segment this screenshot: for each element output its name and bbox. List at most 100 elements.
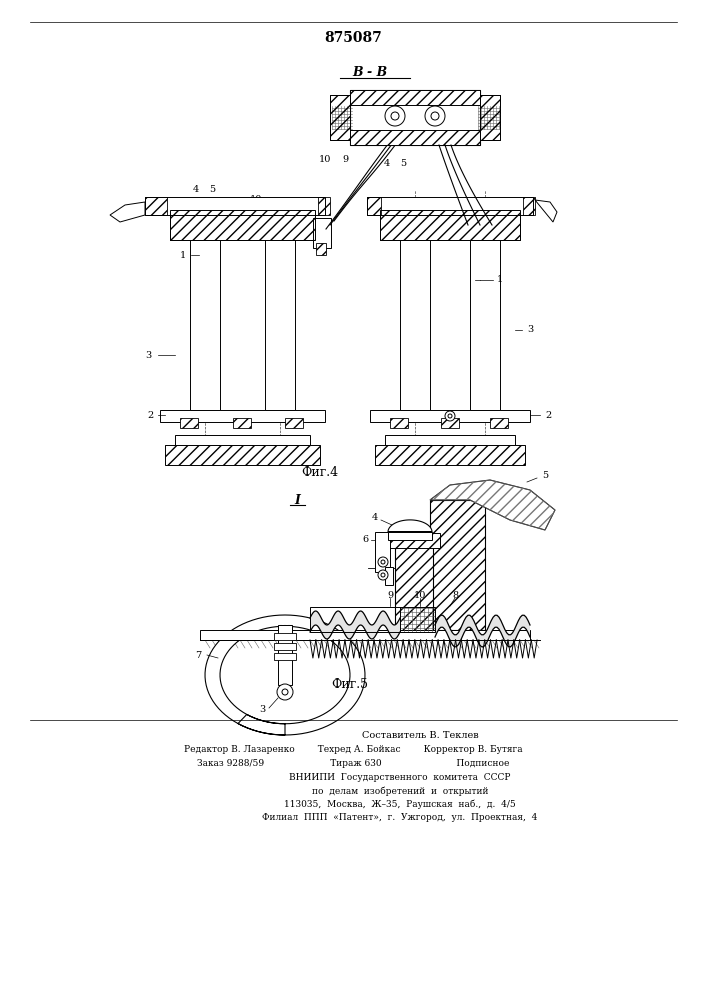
Text: по  делам  изобретений  и  открытий: по делам изобретений и открытий [312, 786, 489, 796]
Text: Заказ 9288/59                       Тираж 630                          Подписное: Заказ 9288/59 Тираж 630 Подписное [197, 760, 509, 768]
Text: 9: 9 [275, 232, 281, 240]
Polygon shape [110, 202, 145, 222]
Text: 1: 1 [180, 250, 186, 259]
Circle shape [378, 570, 388, 580]
Text: 8: 8 [277, 212, 283, 221]
Bar [400, 607, 435, 632]
Polygon shape [205, 615, 365, 735]
Bar [310, 607, 400, 632]
Text: 875087: 875087 [324, 31, 382, 45]
Text: 10: 10 [250, 196, 262, 205]
Bar [470, 240, 500, 410]
Circle shape [431, 112, 439, 120]
Text: 9: 9 [387, 590, 393, 599]
Text: 5: 5 [542, 471, 548, 480]
Bar [330, 95, 350, 140]
Bar [145, 197, 167, 215]
Bar [523, 197, 535, 215]
Bar [316, 243, 326, 255]
Text: Фиг.4: Фиг.4 [301, 466, 339, 480]
Text: 7: 7 [281, 221, 287, 230]
Bar [400, 240, 430, 410]
Text: 10: 10 [319, 155, 331, 164]
Bar [375, 532, 390, 572]
Circle shape [282, 689, 288, 695]
Bar [375, 445, 525, 465]
Bar [480, 95, 500, 140]
Text: Составитель В. Теклев: Составитель В. Теклев [362, 730, 479, 740]
Polygon shape [535, 200, 557, 222]
Bar [367, 197, 533, 215]
Circle shape [381, 560, 385, 564]
Text: 7: 7 [195, 650, 201, 660]
Bar [380, 210, 520, 240]
Circle shape [378, 557, 388, 567]
Bar [380, 210, 520, 240]
Bar [490, 418, 508, 428]
Bar [385, 567, 393, 585]
Bar [170, 210, 315, 240]
Bar [233, 418, 251, 428]
Bar [388, 533, 440, 548]
Polygon shape [388, 520, 432, 532]
Bar [165, 445, 320, 465]
Text: 3: 3 [527, 326, 533, 334]
Text: ВНИИПИ  Государственного  комитета  СССР: ВНИИПИ Государственного комитета СССР [289, 774, 510, 782]
Bar [480, 95, 500, 140]
Bar [160, 410, 325, 422]
Text: 8: 8 [452, 590, 458, 599]
Bar [385, 435, 515, 445]
Bar [145, 197, 325, 215]
Bar [278, 625, 292, 685]
Text: 10: 10 [414, 590, 426, 599]
Circle shape [277, 684, 293, 700]
Bar [390, 418, 408, 428]
Bar [200, 630, 530, 640]
Text: 113035,  Москва,  Ж–35,  Раушская  наб.,  д.  4/5: 113035, Москва, Ж–35, Раушская наб., д. … [284, 799, 516, 809]
Bar [430, 500, 485, 630]
Bar [265, 630, 515, 638]
Text: Редактор В. Лазаренко        Техред А. Бойкас        Корректор В. Бутяга: Редактор В. Лазаренко Техред А. Бойкас К… [184, 746, 522, 754]
Bar [318, 197, 330, 215]
Bar [388, 532, 432, 540]
Polygon shape [430, 480, 555, 530]
Text: 2: 2 [147, 410, 153, 420]
Bar [330, 95, 350, 140]
Text: 3: 3 [145, 351, 151, 360]
Text: 1: 1 [497, 275, 503, 284]
Text: В - В: В - В [352, 66, 387, 79]
Circle shape [445, 411, 455, 421]
Text: 3: 3 [259, 706, 265, 714]
Bar [175, 435, 310, 445]
Bar [274, 653, 296, 660]
Text: Филиал  ППП  «Патент»,  г.  Ужгород,  ул.  Проектная,  4: Филиал ППП «Патент», г. Ужгород, ул. Про… [262, 812, 538, 822]
Text: I: I [294, 493, 300, 506]
Text: 4: 4 [372, 514, 378, 522]
Bar [367, 197, 381, 215]
Text: 9: 9 [342, 155, 348, 164]
Bar [350, 90, 480, 105]
Bar [190, 240, 220, 410]
Bar [274, 633, 296, 640]
Text: 6: 6 [269, 202, 275, 212]
Circle shape [425, 106, 445, 126]
Circle shape [391, 112, 399, 120]
Text: 2: 2 [545, 410, 551, 420]
Bar [170, 210, 315, 240]
Bar [395, 545, 433, 635]
Bar [285, 418, 303, 428]
Bar [180, 418, 198, 428]
Text: 4: 4 [193, 186, 199, 194]
Bar [313, 218, 331, 248]
Text: 5: 5 [209, 186, 215, 194]
Circle shape [448, 414, 452, 418]
Bar [441, 418, 459, 428]
Bar [265, 240, 295, 410]
Text: 4: 4 [384, 159, 390, 168]
Circle shape [385, 106, 405, 126]
Bar [350, 130, 480, 145]
Bar [370, 410, 530, 422]
Bar [350, 90, 480, 145]
Text: 5: 5 [400, 159, 406, 168]
Circle shape [381, 573, 385, 577]
